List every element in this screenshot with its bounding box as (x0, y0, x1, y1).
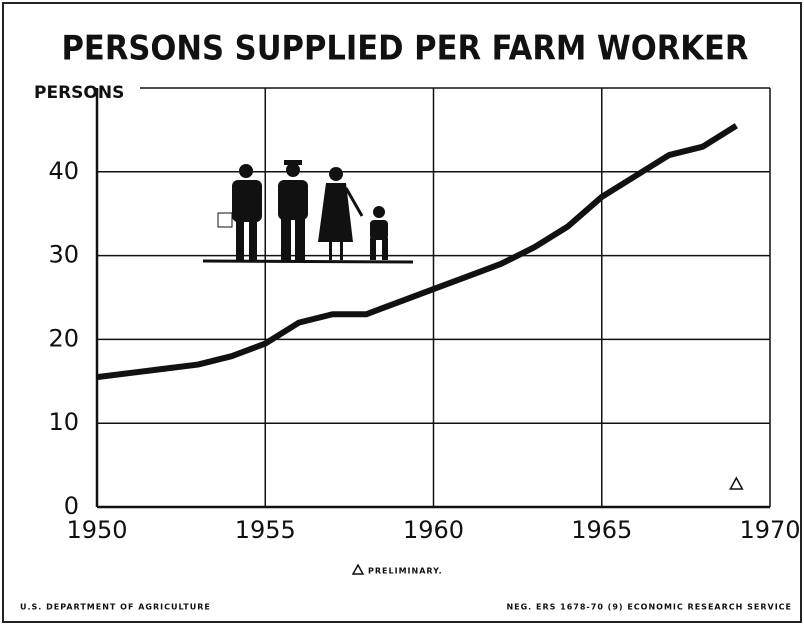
chart-title: PERSONS SUPPLIED PER FARM WORKER (62, 29, 749, 69)
x-tick-label: 1955 (235, 516, 296, 544)
y-tick-label: 20 (48, 324, 79, 352)
x-tick-label: 1960 (403, 516, 464, 544)
source-left: U.S. DEPARTMENT OF AGRICULTURE (20, 603, 211, 612)
source-right: NEG. ERS 1678-70 (9) ECONOMIC RESEARCH S… (506, 603, 792, 612)
y-tick-label: 30 (48, 241, 79, 269)
y-tick-label: 40 (48, 157, 79, 185)
y-axis-label: PERSONS (34, 83, 124, 103)
y-tick-label: 10 (48, 408, 79, 436)
x-tick-label: 1970 (739, 516, 800, 544)
note: PRELIMINARY. (368, 567, 443, 576)
x-tick-label: 1950 (66, 516, 127, 544)
x-tick-label: 1965 (571, 516, 632, 544)
chart: PERSONS SUPPLIED PER FARM WORKER PERSONS… (0, 0, 804, 625)
